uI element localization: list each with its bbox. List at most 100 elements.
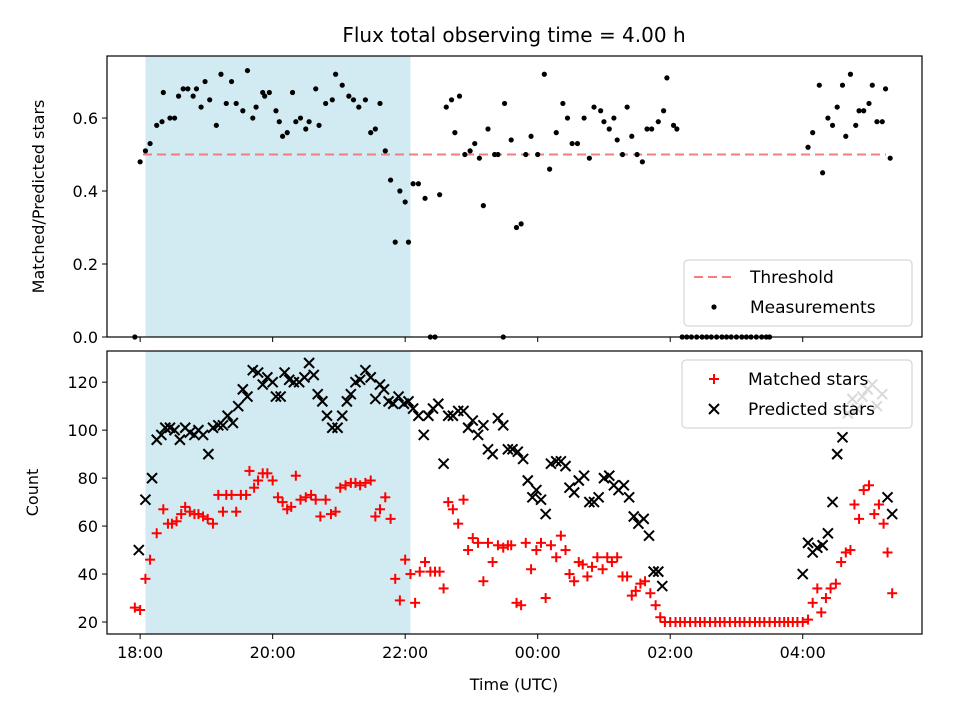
measurement-point xyxy=(377,100,383,107)
predicted-point xyxy=(457,405,470,417)
measurement-point xyxy=(591,104,597,110)
measurement-point xyxy=(456,93,463,99)
matched-point xyxy=(622,571,633,582)
predicted-point xyxy=(212,419,225,432)
measurement-point xyxy=(147,140,153,147)
measurement-point xyxy=(624,104,630,110)
matched-point xyxy=(516,600,527,611)
measurement-point xyxy=(629,133,635,139)
ratio-legend: Threshold Measurements xyxy=(683,259,913,327)
matched-point xyxy=(374,504,385,515)
measurement-point xyxy=(339,82,345,88)
matched-points xyxy=(129,465,898,628)
matched-point xyxy=(458,494,469,505)
matched-point xyxy=(390,573,401,584)
measurement-point xyxy=(560,100,566,107)
measurement-point xyxy=(869,82,875,88)
predicted-point xyxy=(133,544,145,556)
matched-point xyxy=(277,497,288,508)
measurement-point xyxy=(649,126,655,132)
measurement-point xyxy=(518,221,524,227)
y-tick-label: 0.2 xyxy=(73,255,98,274)
predicted-point xyxy=(412,410,425,422)
measurement-point xyxy=(598,108,604,114)
matched-point xyxy=(335,482,346,493)
matched-point xyxy=(825,583,836,594)
ratio-panel-frame xyxy=(106,55,923,338)
measurement-point xyxy=(839,82,846,88)
predicted-point xyxy=(881,491,894,504)
matched-point xyxy=(473,537,484,548)
predicted-point xyxy=(512,446,524,458)
legend-measurements-label: Measurements xyxy=(750,298,876,318)
matched-point xyxy=(820,593,831,604)
predicted-point xyxy=(354,374,366,386)
matched-point xyxy=(863,480,874,491)
measurement-point xyxy=(185,86,191,92)
y-tick-label: 0.6 xyxy=(73,109,98,128)
measurement-point xyxy=(541,71,547,77)
measurement-point xyxy=(198,104,204,110)
matched-point xyxy=(602,552,613,563)
predicted-point xyxy=(303,357,315,369)
predicted-point xyxy=(526,491,539,504)
measurement-point xyxy=(323,100,329,107)
measurement-point xyxy=(422,195,428,201)
matched-point xyxy=(244,465,255,476)
ratio-legend-box xyxy=(683,259,913,327)
predicted-point xyxy=(321,410,333,422)
measurement-point xyxy=(674,126,680,132)
predicted-point xyxy=(308,369,320,381)
matched-point xyxy=(560,545,571,556)
measurement-point xyxy=(866,100,872,107)
predicted-point xyxy=(270,390,282,403)
predicted-point xyxy=(822,527,834,539)
ratio-panel: 0.0 0.2 0.4 0.6 Matched/Predicted stars Thr… xyxy=(29,55,923,347)
legend-predicted-swatch xyxy=(708,403,720,415)
measurement-point xyxy=(293,119,299,125)
predicted-point xyxy=(345,388,357,400)
measurement-point xyxy=(244,67,251,74)
matched-point xyxy=(202,513,213,524)
legend-measurements-swatch xyxy=(711,304,717,310)
matched-point xyxy=(520,537,531,548)
matched-point xyxy=(420,557,431,568)
predicted-point xyxy=(623,491,635,504)
measurement-point xyxy=(207,97,213,103)
legend-threshold-label: Threshold xyxy=(749,268,834,288)
predicted-point xyxy=(437,458,450,470)
measurement-point xyxy=(634,151,640,158)
matched-point xyxy=(355,480,366,491)
measurement-point xyxy=(825,115,831,121)
predicted-point xyxy=(241,390,254,403)
matched-point xyxy=(320,494,331,505)
matched-point xyxy=(845,545,856,556)
predicted-point xyxy=(628,510,640,523)
measurement-point xyxy=(810,130,816,136)
predicted-point xyxy=(197,429,209,441)
predicted-point xyxy=(407,402,419,415)
ratio-y-axis-label: Matched/Predicted stars xyxy=(29,100,48,294)
predicted-point xyxy=(802,537,814,549)
measurement-point xyxy=(253,104,259,110)
measurement-point xyxy=(480,203,486,209)
predicted-point xyxy=(336,410,348,422)
measurement-point xyxy=(523,151,529,158)
measurement-point xyxy=(159,119,165,125)
matched-point xyxy=(873,499,884,510)
predicted-point xyxy=(217,419,229,432)
matched-point xyxy=(803,614,814,625)
measurement-point xyxy=(853,122,859,128)
predicted-point xyxy=(316,395,329,408)
predicted-point xyxy=(522,474,534,487)
measurement-point xyxy=(410,181,416,187)
matched-point xyxy=(536,537,547,548)
matched-point xyxy=(887,588,898,599)
measurement-point xyxy=(223,100,229,107)
x-tick-label: 20:00 xyxy=(250,643,296,662)
predicted-point xyxy=(603,470,615,482)
measurement-point xyxy=(448,97,455,103)
measurement-point xyxy=(276,119,282,125)
measurement-point xyxy=(167,115,173,121)
predicted-point xyxy=(831,448,843,460)
